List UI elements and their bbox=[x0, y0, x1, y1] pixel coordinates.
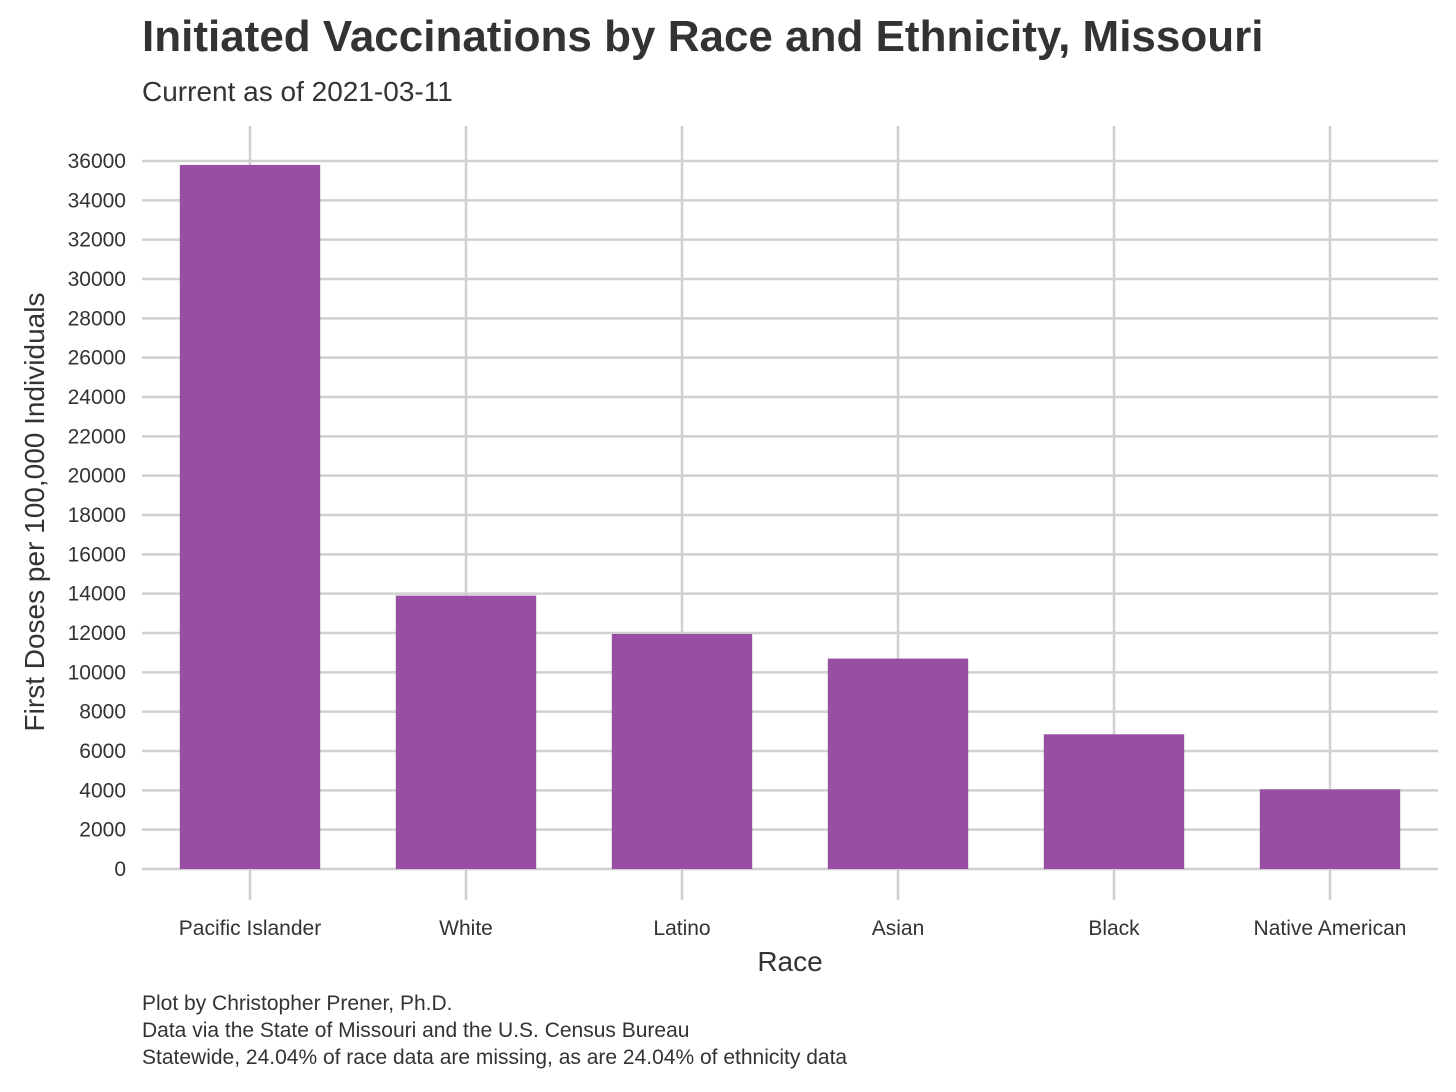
x-tick-label: White bbox=[439, 917, 493, 940]
y-tick-label: 30000 bbox=[68, 268, 126, 291]
y-axis-ticks: 0 2000 4000 6000 8000 10000 12000 14000 16000 180… bbox=[68, 150, 126, 881]
chart-subtitle: Current as of 2021-03-11 bbox=[142, 76, 453, 107]
y-tick-label: 14000 bbox=[68, 583, 126, 606]
chart-title: Initiated Vaccinations by Race and Ethni… bbox=[142, 12, 1264, 61]
y-tick-label: 6000 bbox=[79, 740, 126, 763]
y-tick-label: 10000 bbox=[68, 661, 126, 684]
x-axis-title: Race bbox=[757, 946, 822, 977]
y-tick-label: 22000 bbox=[68, 425, 126, 448]
x-tick-label: Asian bbox=[872, 917, 925, 940]
bar-native-american bbox=[1259, 789, 1401, 869]
y-tick-label: 4000 bbox=[79, 779, 126, 802]
y-tick-label: 32000 bbox=[68, 229, 126, 252]
caption-line: Data via the State of Missouri and the U… bbox=[142, 1019, 690, 1042]
bar-white bbox=[395, 595, 537, 869]
y-tick-label: 20000 bbox=[68, 465, 126, 488]
caption-line: Plot by Christopher Prener, Ph.D. bbox=[142, 992, 453, 1015]
x-tick-label: Native American bbox=[1254, 917, 1407, 940]
bar-latino bbox=[611, 633, 753, 869]
x-tick-label: Black bbox=[1088, 917, 1140, 940]
y-tick-label: 16000 bbox=[68, 543, 126, 566]
y-tick-label: 28000 bbox=[68, 307, 126, 330]
bar-asian bbox=[827, 658, 969, 869]
y-tick-label: 34000 bbox=[68, 189, 126, 212]
y-tick-label: 24000 bbox=[68, 386, 126, 409]
caption: Plot by Christopher Prener, Ph.D. Data v… bbox=[142, 990, 847, 1071]
y-tick-label: 2000 bbox=[79, 819, 126, 842]
x-tick-label: Latino bbox=[653, 917, 710, 940]
y-tick-label: 12000 bbox=[68, 622, 126, 645]
x-tick-label: Pacific Islander bbox=[179, 917, 321, 940]
bar-black bbox=[1043, 734, 1185, 869]
bars bbox=[179, 164, 1401, 869]
y-tick-label: 36000 bbox=[68, 150, 126, 173]
x-axis-ticks: Pacific Islander White Latino Asian Black Nat… bbox=[179, 917, 1407, 940]
y-tick-label: 26000 bbox=[68, 347, 126, 370]
y-axis-title: First Doses per 100,000 Individuals bbox=[19, 293, 50, 732]
y-tick-label: 18000 bbox=[68, 504, 126, 527]
y-tick-label: 0 bbox=[114, 858, 126, 881]
bar-pacific-islander bbox=[179, 164, 321, 869]
y-tick-label: 8000 bbox=[79, 701, 126, 724]
caption-line: Statewide, 24.04% of race data are missi… bbox=[142, 1046, 848, 1069]
gridlines bbox=[142, 126, 1438, 900]
